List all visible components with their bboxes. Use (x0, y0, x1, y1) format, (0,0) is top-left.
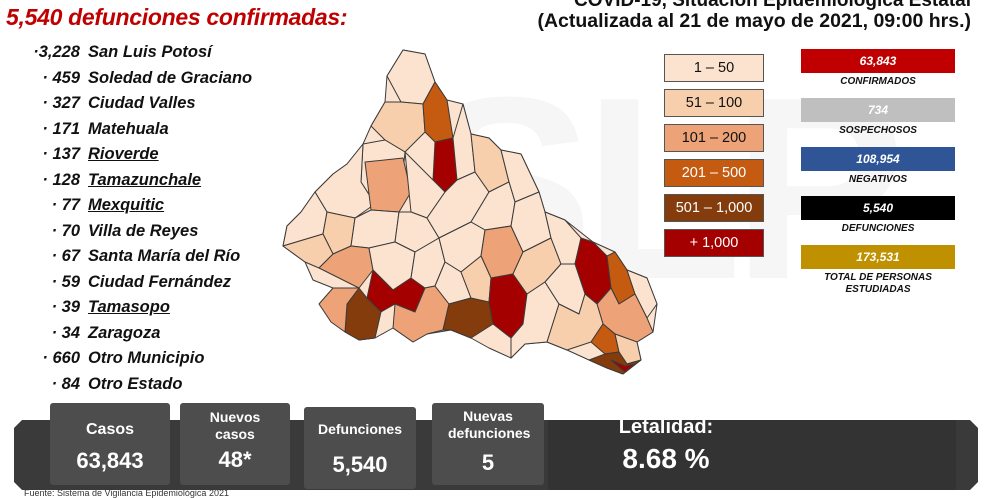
death-count: · 34 (51, 323, 80, 342)
municipality-area (626, 269, 658, 319)
card-value: 5 (481, 450, 495, 475)
municipality-area (392, 285, 450, 343)
municipality-area (370, 101, 426, 153)
death-count: ·3,228 (33, 43, 80, 62)
municipality-name: Tamazunchale (88, 170, 202, 189)
municipality-area (318, 287, 360, 333)
stat-total-studied: 173,531 TOTAL DE PERSONAS ESTUDIADAS (801, 245, 955, 296)
map-legend: 1 – 50 51 – 100 101 – 200 201 – 500 501 … (664, 54, 764, 264)
municipality-area (610, 359, 636, 373)
death-count: · 327 (42, 94, 80, 113)
list-item: · 137 Rioverde (20, 142, 252, 168)
stat-deaths: 5,540 DEFUNCIONES (801, 196, 955, 235)
list-item: · 70 Villa de Reyes (20, 219, 252, 245)
card-nuevos-casos: Nuevos casos 48* (180, 403, 290, 485)
municipality-name: Rioverde (88, 145, 159, 164)
list-item: · 660 Otro Municipio (20, 346, 252, 372)
municipality-name: Santa María del Río (88, 247, 241, 266)
legend-range-5: 501 – 1,000 (664, 194, 764, 222)
card-defunciones: Defunciones 5,540 (304, 407, 416, 489)
legend-range-4: 201 – 500 (664, 159, 764, 187)
death-count: · 39 (51, 298, 80, 317)
source-footnote: Fuente: Sistema de Vigilancia Epidemioló… (24, 488, 229, 498)
list-item: · 84 Otro Estado (20, 372, 252, 398)
list-item: · 327 Ciudad Valles (20, 91, 252, 117)
municipality-name: Otro Municipio (88, 349, 205, 368)
card-value: 63,843 (76, 448, 144, 473)
death-count: · 59 (51, 272, 80, 291)
report-date: (Actualizada al 21 de mayo de 2021, 09:0… (537, 10, 971, 32)
stat-label: SOSPECHOSOS (839, 125, 917, 136)
stat-value: 63,843 (801, 49, 955, 73)
card-value: 48* (218, 447, 252, 472)
municipality-list: ·3,228 San Luis Potosí · 459 Soledad de Gr… (20, 40, 252, 397)
legend-range-6: + 1,000 (664, 229, 764, 257)
municipality-name: Otro Estado (88, 374, 183, 393)
card-casos: Casos 63,843 (50, 403, 170, 485)
list-item: · 59 Ciudad Fernández (20, 270, 252, 296)
municipality-name: Ciudad Valles (88, 94, 196, 113)
card-title: Defunciones (317, 421, 402, 437)
list-item: ·3,228 San Luis Potosí (20, 40, 252, 66)
legend-range-1: 1 – 50 (664, 54, 764, 82)
death-count: · 84 (51, 374, 80, 393)
stats-panel: 63,843 CONFIRMADOS 734 SOSPECHOSOS 108,9… (801, 49, 955, 306)
state-choropleth-map (282, 49, 658, 375)
stat-value: 173,531 (801, 245, 955, 269)
stat-label: TOTAL DE PERSONAS ESTUDIADAS (824, 272, 932, 295)
death-count: · 660 (42, 349, 80, 368)
list-item: · 459 Soledad de Graciano (20, 66, 252, 92)
card-title: Nuevas defunciones (448, 408, 531, 441)
legend-range-2: 51 – 100 (664, 89, 764, 117)
municipality-name: Zaragoza (88, 323, 161, 342)
municipality-area (318, 245, 374, 289)
lethality-block: Letalidad: 8.68 % (566, 416, 766, 475)
stat-label: NEGATIVOS (848, 174, 908, 185)
deaths-headline: 5,540 defunciones confirmadas: (6, 4, 348, 30)
list-item: · 128 Tamazunchale (20, 168, 252, 194)
municipality-name: Tamasopo (88, 298, 170, 317)
list-item: · 171 Matehuala (20, 117, 252, 143)
municipality-name: Mexquitic (88, 196, 165, 215)
municipality-name: Villa de Reyes (88, 221, 199, 240)
card-nuevas-defunciones: Nuevas defunciones 5 (432, 403, 544, 485)
card-title: Casos (85, 421, 135, 438)
lethality-value: 8.68 % (622, 443, 710, 474)
stat-confirmed: 63,843 CONFIRMADOS (801, 49, 955, 88)
death-count: · 70 (51, 221, 80, 240)
lethality-title: Letalidad: (618, 416, 714, 438)
summary-bar: Casos 63,843 Nuevos casos 48* Defuncione… (0, 398, 993, 498)
death-count: · 459 (42, 68, 80, 87)
death-count: · 137 (42, 145, 80, 164)
municipality-name: Soledad de Graciano (88, 68, 253, 87)
municipality-area (364, 157, 412, 213)
list-item: · 77 Mexquitic (20, 193, 252, 219)
death-count: · 171 (42, 119, 80, 138)
stat-value: 108,954 (801, 147, 955, 171)
death-count: · 67 (51, 247, 80, 266)
legend-range-3: 101 – 200 (664, 124, 764, 152)
stat-value: 5,540 (801, 196, 955, 220)
card-title: Nuevos casos (209, 409, 261, 442)
death-count: · 77 (51, 196, 80, 215)
municipality-name: San Luis Potosí (88, 43, 212, 62)
stat-suspected: 734 SOSPECHOSOS (801, 98, 955, 137)
municipality-name: Matehuala (88, 119, 169, 138)
stat-label: CONFIRMADOS (840, 76, 916, 87)
stat-label: DEFUNCIONES (841, 223, 915, 234)
report-title: COVID-19, Situación Epidemiológica Estat… (574, 0, 971, 11)
card-value: 5,540 (332, 452, 388, 477)
municipality-name: Ciudad Fernández (88, 272, 232, 291)
list-item: · 34 Zaragoza (20, 321, 252, 347)
stat-negative: 108,954 NEGATIVOS (801, 147, 955, 186)
list-item: · 39 Tamasopo (20, 295, 252, 321)
stat-value: 734 (801, 98, 955, 122)
list-item: · 67 Santa María del Río (20, 244, 252, 270)
death-count: · 128 (42, 170, 80, 189)
